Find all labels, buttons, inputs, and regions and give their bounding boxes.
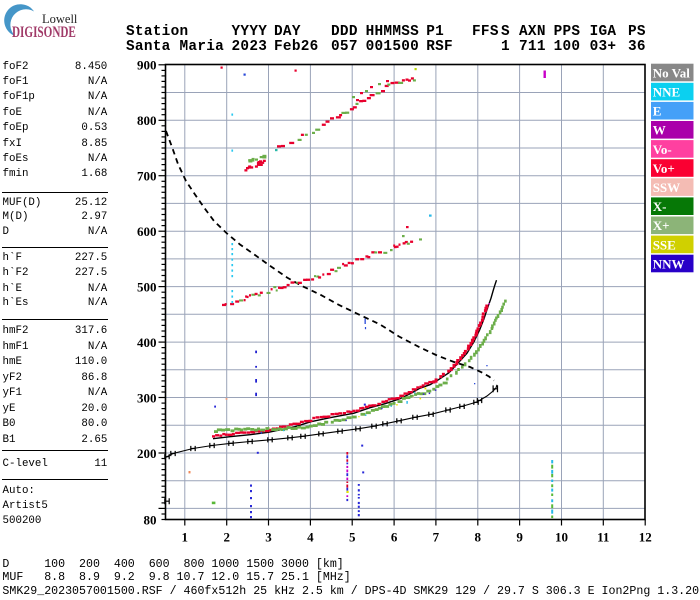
svg-text:200: 200	[137, 446, 157, 461]
svg-text:700: 700	[137, 169, 157, 184]
svg-text:4: 4	[307, 530, 314, 545]
svg-text:300: 300	[137, 390, 157, 405]
svg-text:8: 8	[475, 530, 482, 545]
svg-text:5: 5	[349, 530, 356, 545]
svg-text:500: 500	[137, 279, 157, 294]
svg-text:SSW: SSW	[653, 180, 680, 195]
svg-text:1: 1	[182, 530, 189, 545]
svg-text:X+: X+	[653, 218, 670, 233]
svg-text:2: 2	[223, 530, 230, 545]
svg-text:3: 3	[265, 530, 272, 545]
svg-text:Vo-: Vo-	[653, 142, 672, 157]
svg-text:W: W	[653, 123, 666, 138]
svg-text:6: 6	[391, 530, 398, 545]
svg-text:400: 400	[137, 335, 157, 350]
svg-text:600: 600	[137, 224, 157, 239]
svg-text:10: 10	[555, 530, 568, 545]
svg-text:NNW: NNW	[653, 256, 685, 271]
svg-text:11: 11	[597, 530, 609, 545]
svg-text:800: 800	[137, 113, 157, 128]
svg-text:9: 9	[516, 530, 523, 545]
svg-text:900: 900	[137, 58, 157, 73]
svg-text:X-: X-	[653, 199, 667, 214]
svg-text:12: 12	[639, 530, 652, 545]
svg-text:7: 7	[433, 530, 440, 545]
svg-text:80: 80	[144, 512, 157, 527]
svg-text:SSE: SSE	[653, 237, 676, 252]
svg-text:No Val: No Val	[653, 65, 691, 80]
svg-text:NNE: NNE	[653, 85, 680, 100]
svg-text:Vo+: Vo+	[653, 161, 675, 176]
svg-text:E: E	[653, 104, 662, 119]
